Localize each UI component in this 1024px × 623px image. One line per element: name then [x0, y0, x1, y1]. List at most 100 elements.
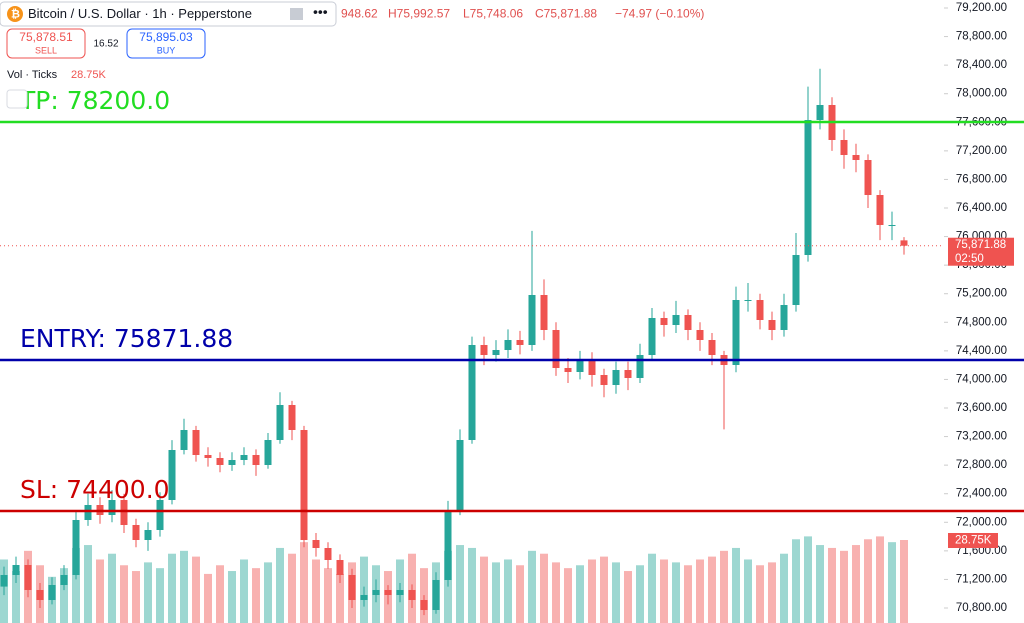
volume-bar — [144, 562, 152, 623]
sell-label: SELL — [35, 45, 57, 55]
volume-bar — [480, 556, 488, 623]
flag-icon[interactable] — [290, 8, 303, 20]
candle-body — [72, 520, 80, 575]
volume-bar — [732, 547, 740, 623]
y-tick-label: 72,000.00 — [956, 516, 1007, 528]
volume-bar — [588, 559, 596, 623]
candle-body — [732, 300, 740, 365]
volume-bar — [564, 568, 572, 623]
y-tick-label: 76,400.00 — [956, 202, 1007, 214]
y-tick-label: 78,800.00 — [956, 31, 1007, 43]
buy-button[interactable] — [126, 28, 206, 59]
volume-label-box — [948, 533, 998, 548]
y-tick-label: 70,800.00 — [956, 602, 1007, 614]
volume-bar — [216, 565, 224, 623]
plot-area — [0, 68, 908, 623]
candle-body — [180, 430, 188, 450]
low: L75,748.06 — [463, 7, 523, 21]
volume-bar — [312, 559, 320, 623]
candle-body — [588, 360, 596, 375]
candle-body — [600, 375, 608, 385]
candle-body — [816, 105, 824, 120]
annotation-label: TP: 78200.0 — [19, 86, 170, 115]
symbol: Bitcoin / U.S. Dollar · 1h · Pepperstone — [28, 6, 252, 21]
candle-body — [492, 350, 500, 355]
volume-bar — [636, 565, 644, 623]
high: H75,992.57 — [388, 7, 450, 21]
y-tick-label: 75,200.00 — [956, 288, 1007, 300]
candle-body — [708, 340, 716, 355]
volume-bar — [624, 571, 632, 623]
volume-bar — [228, 571, 236, 623]
volume-bar — [780, 553, 788, 623]
candle-body — [792, 255, 800, 305]
candle-body — [660, 318, 668, 325]
y-tick-label: 72,400.00 — [956, 488, 1007, 500]
candle-body — [804, 120, 812, 255]
volume-title: Vol · Ticks — [7, 69, 58, 81]
candle-body — [444, 510, 452, 580]
volume-bar — [600, 556, 608, 623]
volume-bar — [300, 542, 308, 623]
volume-bar — [504, 559, 512, 623]
volume-bar — [240, 559, 248, 623]
volume-bar — [156, 568, 164, 623]
y-tick-label: 71,200.00 — [956, 573, 1007, 585]
volume-bar — [120, 565, 128, 623]
volume-bar — [168, 553, 176, 623]
buy-label: BUY — [157, 45, 176, 55]
icon-glyph: ₿ — [11, 8, 20, 20]
candle-body — [672, 315, 680, 325]
annotation-label: ENTRY: 75871.88 — [20, 324, 233, 353]
annotation-label: SL: 74400.0 — [20, 475, 170, 504]
candle-body — [384, 590, 392, 595]
volume-bar — [648, 553, 656, 623]
volume-bar — [84, 545, 92, 623]
candle-body — [48, 585, 56, 600]
volume-bar — [516, 565, 524, 623]
candle-body — [60, 575, 68, 585]
candle-body — [564, 368, 572, 372]
more-icon[interactable]: ••• — [313, 4, 328, 20]
symbol-box[interactable] — [0, 1, 337, 27]
volume-bar — [900, 540, 908, 623]
volume-bar — [492, 562, 500, 623]
volume-bar — [456, 545, 464, 623]
volume-bar — [324, 568, 332, 623]
candle-body — [108, 500, 116, 515]
candle-body — [504, 340, 512, 350]
y-tick-label: 78,000.00 — [956, 88, 1007, 100]
sell-button[interactable] — [6, 28, 86, 59]
candle-body — [768, 320, 776, 330]
volume-bar — [816, 545, 824, 623]
volume-bar — [828, 547, 836, 623]
sell-price: 75,878.51 — [19, 30, 73, 44]
volume-bar — [840, 550, 848, 623]
volume-bar — [720, 550, 728, 623]
volume-bar — [744, 559, 752, 623]
volume-bar — [756, 565, 764, 623]
candle-body — [300, 430, 308, 540]
open: 948.62 — [341, 7, 378, 21]
y-tick-label: 72,800.00 — [956, 459, 1007, 471]
volume-bar — [276, 547, 284, 623]
candle-body — [156, 500, 164, 530]
candle-body — [420, 600, 428, 610]
volume-bar — [576, 565, 584, 623]
volume-bar — [192, 556, 200, 623]
y-tick-label: 74,400.00 — [956, 345, 1007, 357]
candle-body — [840, 140, 848, 155]
volume-bar — [852, 545, 860, 623]
volume-bar — [708, 556, 716, 623]
volume-bar — [888, 542, 896, 623]
volume-bar — [768, 562, 776, 623]
candle-body — [372, 590, 380, 595]
candle-body — [144, 530, 152, 540]
volume-bar — [444, 550, 452, 623]
close: C75,871.88 — [535, 7, 597, 21]
candle-body — [348, 575, 356, 600]
collapse-button[interactable] — [6, 89, 28, 109]
volume-value: 28.75K — [71, 69, 107, 81]
candle-body — [624, 370, 632, 378]
candle-body — [696, 330, 704, 340]
